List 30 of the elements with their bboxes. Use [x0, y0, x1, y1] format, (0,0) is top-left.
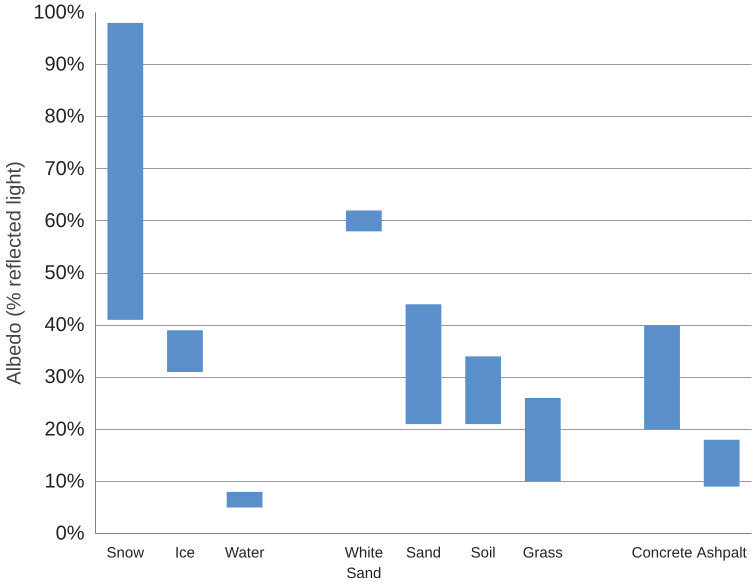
x-tick-label: Soil [470, 544, 496, 562]
y-tick-label: 30% [44, 366, 85, 388]
bar [465, 356, 502, 424]
bar [107, 22, 144, 320]
y-tick-label: 10% [44, 470, 85, 492]
bar [406, 304, 442, 424]
x-tick-label: Water [224, 544, 264, 562]
x-tick-label: White Sand [344, 544, 384, 582]
x-tick-label: Snow [106, 544, 144, 562]
y-tick-label: 80% [44, 106, 85, 128]
bar [226, 492, 262, 508]
y-axis-title: Albedo (% reflected light) [3, 161, 26, 385]
y-tick-label: 70% [44, 158, 85, 180]
x-tick-label: Sand [406, 544, 442, 562]
bar [346, 210, 382, 232]
y-tick-label: 50% [44, 262, 85, 284]
bar [167, 330, 203, 372]
y-tick-label: 100% [33, 2, 85, 24]
y-tick-label: 0% [56, 522, 85, 544]
x-tick-label: Ashpalt [696, 544, 748, 562]
y-tick-label: 90% [44, 54, 85, 76]
y-tick-label: 40% [44, 314, 85, 336]
bar [524, 398, 561, 482]
x-tick-label: Concrete [632, 544, 692, 562]
y-tick-label: 20% [44, 418, 85, 440]
bar [704, 440, 740, 487]
x-tick-label: Ice [174, 544, 195, 562]
y-tick-label: 60% [44, 210, 85, 232]
x-tick-label: Grass [522, 544, 563, 562]
bar [644, 325, 680, 430]
